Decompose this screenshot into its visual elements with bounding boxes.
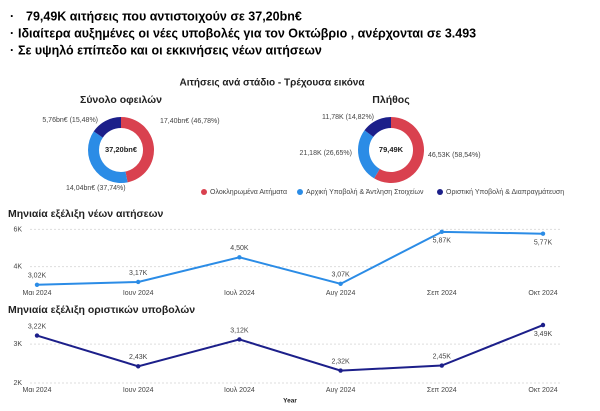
bullet-text: 79,49K αιτήσεις που αντιστοιχούν σε 37,2… (26, 9, 302, 23)
point (237, 337, 242, 342)
x-tick-label: Μαι 2024 (23, 290, 52, 297)
section-title: Αιτήσεις ανά στάδιο - Τρέχουσα εικόνα (179, 78, 365, 89)
point (34, 282, 40, 287)
point (237, 255, 242, 260)
data-label: 2,43K (129, 354, 148, 361)
bullet-dot: · (10, 26, 14, 40)
point (34, 333, 40, 338)
point (439, 363, 444, 368)
data-label: 5,87K (433, 238, 452, 245)
y-tick-label: 4K (13, 263, 22, 270)
x-tick-label: Ιουν 2024 (123, 290, 154, 297)
point (136, 279, 141, 285)
donut-title: Πλήθος (372, 94, 410, 106)
point (439, 229, 444, 235)
y-tick-label: 2K (13, 380, 22, 387)
x-tick-label: Σεπ 2024 (427, 290, 457, 297)
data-label: 4,50K (230, 245, 249, 252)
x-tick-label: Οκτ 2024 (528, 387, 557, 394)
donut-label: 46,53K (58,54%) (428, 152, 481, 159)
data-label: 5,77K (534, 240, 553, 247)
data-label: 3,02K (28, 273, 47, 280)
legend-label: Αρχική Υποβολή & Άντληση Στοιχείων (306, 188, 424, 196)
x-tick-label: Ιουλ 2024 (224, 387, 255, 394)
donut-center: 79,49K (379, 145, 404, 154)
y-tick-label: 6K (13, 226, 22, 233)
data-label: 2,32K (331, 358, 350, 365)
data-label: 3,17K (129, 270, 148, 277)
point (540, 231, 546, 236)
x-tick-label: Ιουν 2024 (123, 387, 154, 394)
line (36, 230, 544, 286)
line (36, 324, 544, 372)
donut-label: 11,78K (14,82%) (322, 114, 374, 121)
legend-label: Οριστική Υποβολή & Διαπραγμάτευση (446, 188, 564, 196)
legend-swatch (437, 189, 443, 195)
x-tick-label: Αυγ 2024 (326, 290, 356, 297)
bullet-text: Ιδιαίτερα αυξημένες οι νέες υποβολές για… (18, 26, 476, 40)
bullet-dot: · (10, 43, 14, 57)
x-tick-label: Οκτ 2024 (528, 290, 557, 297)
x-tick-label: Αυγ 2024 (326, 387, 356, 394)
point (136, 364, 141, 369)
y-tick-label: 3K (13, 341, 22, 348)
bullet-dot: · (10, 9, 14, 23)
point (338, 368, 343, 373)
point (338, 281, 343, 287)
data-label: 3,07K (331, 272, 350, 279)
data-label: 3,22K (28, 323, 47, 330)
donut-segment (93, 117, 121, 138)
donut-center: 37,20bn€ (105, 145, 138, 154)
donut-label: 5,76bn€ (15,48%) (42, 117, 98, 124)
bullet-text: Σε υψηλό επίπεδο και οι εκκινήσεις νέων … (18, 43, 322, 57)
legend-swatch (201, 189, 207, 195)
donut-label: 14,04bn€ (37,74%) (66, 185, 126, 192)
donut-title: Σύνολο οφειλών (80, 94, 162, 106)
donut-label: 17,40bn€ (46,78%) (160, 118, 220, 125)
data-label: 3,49K (534, 331, 553, 338)
legend-swatch (297, 189, 303, 195)
chart-title: Μηνιαία εξέλιξη νέων αιτήσεων (8, 208, 164, 220)
legend-label: Ολοκληρωμένα Αιτήματα (210, 188, 287, 196)
x-tick-label: Μαι 2024 (23, 387, 52, 394)
donut-label: 21,18K (26,65%) (299, 150, 352, 157)
data-label: 2,45K (433, 353, 452, 360)
donut-segment (374, 117, 424, 183)
point (540, 322, 546, 328)
x-tick-label: Ιουλ 2024 (224, 290, 255, 297)
data-label: 3,12K (230, 327, 249, 334)
chart-title: Μηνιαία εξέλιξη οριστικών υποβολών (8, 304, 195, 316)
donut-segment (87, 131, 128, 184)
donut-segment (121, 117, 155, 183)
donut-segment (358, 130, 380, 179)
x-axis-label: Year (283, 398, 297, 405)
x-tick-label: Σεπ 2024 (427, 387, 457, 394)
donut-segment (364, 117, 391, 137)
